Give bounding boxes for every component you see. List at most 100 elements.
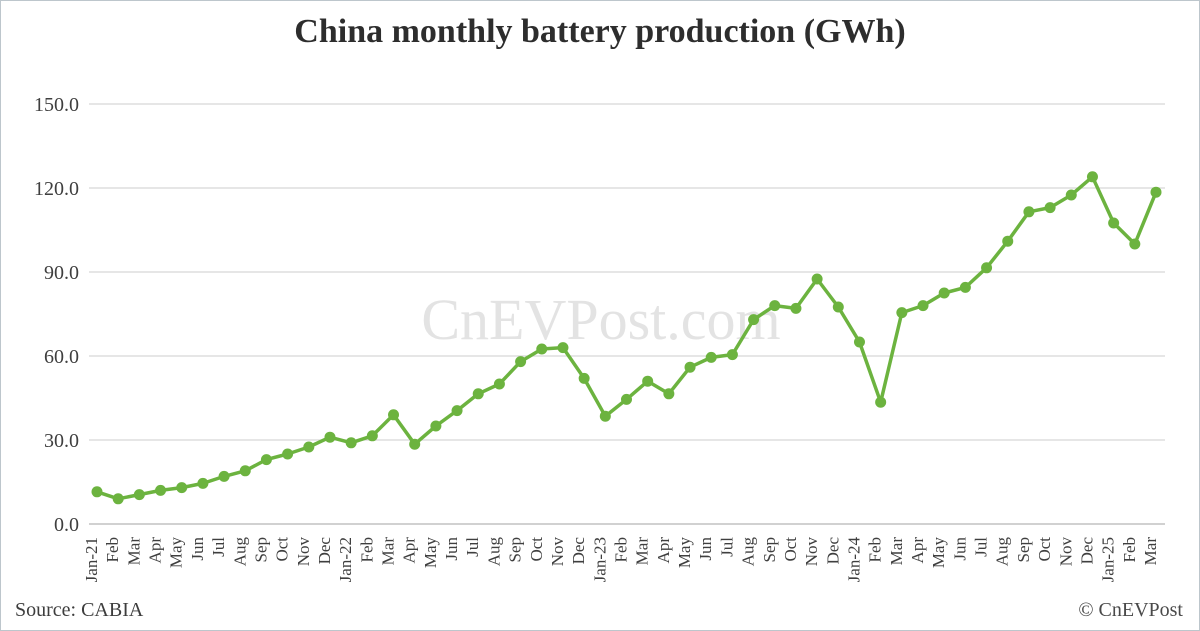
x-tick-label: Aug <box>484 537 503 567</box>
x-tick-label: Mar <box>1141 537 1160 566</box>
x-tick-label: Dec <box>823 537 842 565</box>
x-tick-label: Oct <box>781 537 800 562</box>
x-tick-label: Sep <box>251 537 270 563</box>
x-tick-label: Jun <box>188 537 207 561</box>
x-tick-label: Sep <box>1014 537 1033 563</box>
x-tick-label: Aug <box>739 537 758 567</box>
data-point-marker <box>366 430 378 442</box>
x-tick-label: May <box>167 537 186 569</box>
data-point-marker <box>1150 186 1162 198</box>
data-point-marker <box>239 465 251 477</box>
chart-title: China monthly battery production (GWh) <box>294 13 906 50</box>
data-point-marker <box>1065 189 1077 201</box>
x-tick-label: Feb <box>1120 537 1139 563</box>
data-point-marker <box>1023 206 1035 218</box>
data-point-marker <box>599 410 611 422</box>
x-tick-label: Feb <box>612 537 631 563</box>
x-tick-label: Sep <box>506 537 525 563</box>
x-tick-label: Aug <box>993 537 1012 567</box>
data-point-marker <box>769 300 781 312</box>
data-point-marker <box>91 486 103 498</box>
x-tick-label: Dec <box>569 537 588 565</box>
data-point-marker <box>1044 202 1056 214</box>
x-tick-label: May <box>421 537 440 569</box>
x-tick-label: Feb <box>357 537 376 563</box>
x-tick-label: Mar <box>379 537 398 566</box>
data-point-marker <box>811 273 823 285</box>
data-point-marker <box>133 489 145 501</box>
data-point-marker <box>896 307 908 319</box>
data-point-marker <box>303 441 315 453</box>
x-tick-label: Mar <box>124 537 143 566</box>
data-point-marker <box>345 437 357 449</box>
x-tick-label: Jul <box>209 537 228 557</box>
data-point-marker <box>536 343 548 355</box>
x-tick-label: May <box>929 537 948 569</box>
data-point-marker <box>176 482 188 494</box>
x-tick-label: Mar <box>633 537 652 566</box>
data-point-marker <box>875 396 887 408</box>
data-point-marker <box>324 431 336 443</box>
data-point-marker <box>663 388 675 400</box>
data-point-marker <box>1108 217 1120 229</box>
data-point-marker <box>642 375 654 387</box>
data-point-marker <box>959 281 971 293</box>
x-tick-label: Apr <box>654 537 673 564</box>
x-tick-label: Jan-21 <box>82 537 101 582</box>
data-point-marker <box>748 314 760 326</box>
x-tick-label: Nov <box>294 537 313 567</box>
data-point-marker <box>917 300 929 312</box>
x-tick-label: Apr <box>400 537 419 564</box>
data-point-marker <box>790 302 802 314</box>
y-tick-label: 30.0 <box>44 430 79 452</box>
x-tick-label: Jan-22 <box>336 537 355 582</box>
data-point-marker <box>832 301 844 313</box>
y-tick-label: 120.0 <box>34 178 79 200</box>
data-point-marker <box>112 493 124 505</box>
credit-label: © CnEVPost <box>1078 599 1183 621</box>
x-tick-label: Jan-25 <box>1099 537 1118 582</box>
x-tick-label: Oct <box>527 537 546 562</box>
x-tick-label: Aug <box>230 537 249 567</box>
watermark: CnEVPost.com <box>421 287 780 352</box>
x-tick-label: Apr <box>908 537 927 564</box>
x-tick-label: Sep <box>760 537 779 563</box>
y-tick-label: 90.0 <box>44 262 79 284</box>
data-point-marker <box>218 470 230 482</box>
y-tick-label: 150.0 <box>34 94 79 116</box>
x-tick-label: Jun <box>696 537 715 561</box>
data-point-marker <box>981 262 993 274</box>
x-tick-label: Jun <box>442 537 461 561</box>
data-point-marker <box>282 448 294 460</box>
x-tick-label: Dec <box>315 537 334 565</box>
data-point-marker <box>451 405 463 417</box>
data-point-marker <box>557 342 569 354</box>
y-tick-label: 0.0 <box>54 514 79 536</box>
x-tick-label: Jul <box>972 537 991 557</box>
x-tick-label: Apr <box>146 537 165 564</box>
data-point-marker <box>493 378 505 390</box>
y-tick-label: 60.0 <box>44 346 79 368</box>
x-tick-label: May <box>675 537 694 569</box>
x-tick-label: Jun <box>950 537 969 561</box>
data-point-marker <box>197 477 209 489</box>
x-tick-label: Nov <box>1056 537 1075 567</box>
data-point-marker <box>260 454 272 466</box>
data-point-marker <box>853 336 865 348</box>
data-point-marker <box>388 409 400 421</box>
x-tick-label: Jan-24 <box>844 537 863 583</box>
data-point-marker <box>515 356 527 368</box>
x-tick-label: Oct <box>273 537 292 562</box>
data-point-marker <box>409 438 421 450</box>
x-tick-label: Dec <box>1077 537 1096 565</box>
x-tick-label: Oct <box>1035 537 1054 562</box>
x-tick-label: Jul <box>463 537 482 557</box>
x-tick-label: Nov <box>548 537 567 567</box>
x-tick-label: Nov <box>802 537 821 567</box>
data-point-marker <box>472 388 484 400</box>
data-point-marker <box>1002 235 1014 247</box>
data-point-marker <box>705 351 717 363</box>
data-point-marker <box>1086 171 1098 183</box>
data-point-marker <box>726 349 738 361</box>
x-tick-label: Feb <box>866 537 885 563</box>
